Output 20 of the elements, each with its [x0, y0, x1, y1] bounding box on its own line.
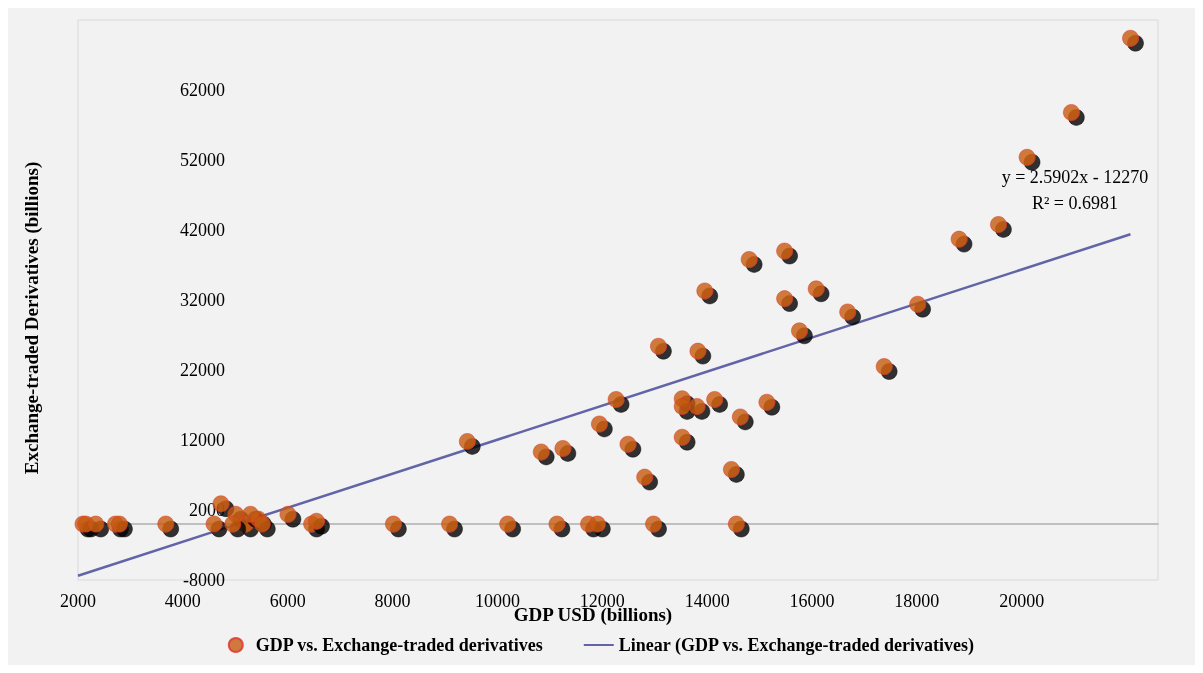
y-tick-label: 42000	[180, 220, 225, 240]
annotation: y = 2.5902x - 12270	[1001, 167, 1149, 187]
x-tick-label: 16000	[789, 591, 835, 611]
y-tick-label: 52000	[180, 150, 225, 170]
x-tick-label: 6000	[269, 591, 306, 611]
x-tick-label: 18000	[894, 591, 940, 611]
y-tick-label: 12000	[180, 430, 225, 450]
x-tick-label: 2000	[60, 591, 96, 611]
legend-label: GDP vs. Exchange-traded derivatives	[255, 635, 543, 655]
y-tick-label: 32000	[180, 290, 225, 310]
y-tick-label: -8000	[183, 570, 225, 590]
legend-label: Linear (GDP vs. Exchange-traded derivatives)	[618, 635, 974, 656]
y-tick-label: 62000	[180, 80, 225, 100]
x-tick-label: 14000	[684, 591, 730, 611]
x-tick-label: 20000	[999, 591, 1045, 611]
y-axis-title: Exchange-traded Derivatives (billions)	[21, 161, 43, 475]
x-tick-label: 4000	[164, 591, 201, 611]
annotation: R² = 0.6981	[1031, 193, 1119, 213]
y-tick-label: 22000	[180, 360, 225, 380]
x-tick-label: 8000	[374, 591, 411, 611]
